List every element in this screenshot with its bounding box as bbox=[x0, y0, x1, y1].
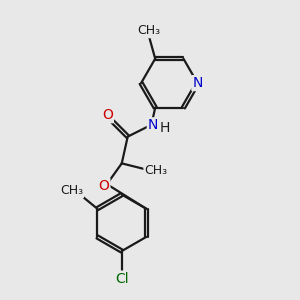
Text: H: H bbox=[160, 121, 170, 135]
Text: CH₃: CH₃ bbox=[144, 164, 167, 177]
Text: Cl: Cl bbox=[115, 272, 129, 286]
Text: CH₃: CH₃ bbox=[60, 184, 83, 197]
Text: O: O bbox=[98, 179, 110, 193]
Text: CH₃: CH₃ bbox=[138, 24, 161, 37]
Text: N: N bbox=[192, 76, 203, 90]
Text: O: O bbox=[102, 108, 113, 122]
Text: N: N bbox=[148, 118, 158, 132]
